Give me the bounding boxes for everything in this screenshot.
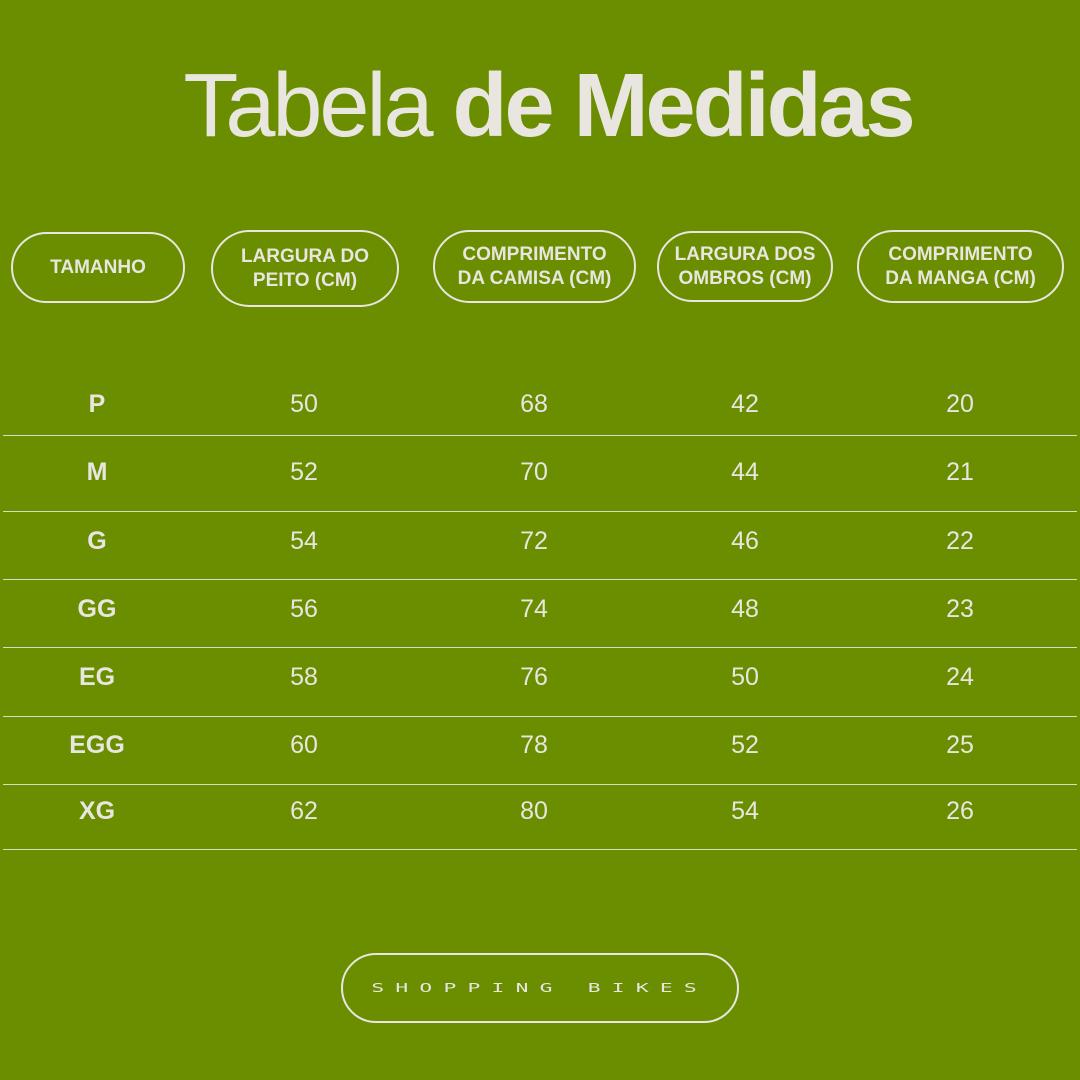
cell-size: M bbox=[86, 458, 108, 486]
cell-length: 74 bbox=[520, 595, 548, 623]
cell-sleeve: 25 bbox=[946, 731, 974, 759]
cell-size: P bbox=[88, 390, 106, 418]
cell-sleeve: 22 bbox=[946, 527, 974, 555]
cell-chest: 56 bbox=[290, 595, 318, 623]
cell-length: 78 bbox=[520, 731, 548, 759]
cell-length: 72 bbox=[520, 527, 548, 555]
header-largura-peito: LARGURA DO PEITO (CM) bbox=[211, 230, 399, 307]
cell-sleeve: 23 bbox=[946, 595, 974, 623]
cell-shoulders: 42 bbox=[731, 390, 759, 418]
row-divider bbox=[3, 849, 1077, 850]
row-divider bbox=[3, 647, 1077, 648]
cell-shoulders: 52 bbox=[731, 731, 759, 759]
cell-sleeve: 26 bbox=[946, 797, 974, 825]
cell-sleeve: 24 bbox=[946, 663, 974, 691]
title-bold: de Medidas bbox=[452, 56, 916, 156]
cell-chest: 50 bbox=[290, 390, 318, 418]
row-divider bbox=[3, 511, 1077, 512]
header-comprimento-manga: COMPRIMENTO DA MANGA (CM) bbox=[857, 230, 1064, 303]
page-title: Tabela de Medidas bbox=[0, 56, 1080, 156]
cell-shoulders: 54 bbox=[731, 797, 759, 825]
header-largura-ombros: LARGURA DOS OMBROS (CM) bbox=[657, 231, 833, 302]
cell-sleeve: 20 bbox=[946, 390, 974, 418]
row-divider bbox=[3, 784, 1077, 785]
row-divider bbox=[3, 579, 1077, 580]
cell-shoulders: 44 bbox=[731, 458, 759, 486]
title-light: Tabela bbox=[183, 56, 433, 156]
cell-shoulders: 48 bbox=[731, 595, 759, 623]
row-divider bbox=[3, 716, 1077, 717]
cell-length: 70 bbox=[520, 458, 548, 486]
cell-size: XG bbox=[78, 797, 116, 825]
cell-chest: 52 bbox=[290, 458, 318, 486]
cell-shoulders: 46 bbox=[731, 527, 759, 555]
cell-size: G bbox=[87, 527, 107, 555]
header-tamanho: TAMANHO bbox=[11, 232, 185, 303]
cell-chest: 62 bbox=[290, 797, 318, 825]
brand-name: SHOPPING BIKES bbox=[371, 980, 709, 996]
cell-size: EGG bbox=[69, 731, 125, 759]
header-comprimento-camisa: COMPRIMENTO DA CAMISA (CM) bbox=[433, 230, 636, 303]
cell-shoulders: 50 bbox=[731, 663, 759, 691]
cell-length: 76 bbox=[520, 663, 548, 691]
cell-chest: 58 bbox=[290, 663, 318, 691]
cell-length: 80 bbox=[520, 797, 548, 825]
cell-length: 68 bbox=[520, 390, 548, 418]
row-divider bbox=[3, 435, 1077, 436]
cell-sleeve: 21 bbox=[946, 458, 974, 486]
brand-badge: SHOPPING BIKES bbox=[341, 953, 739, 1023]
cell-size: GG bbox=[77, 595, 117, 623]
cell-chest: 60 bbox=[290, 731, 318, 759]
cell-chest: 54 bbox=[290, 527, 318, 555]
cell-size: EG bbox=[78, 663, 116, 691]
